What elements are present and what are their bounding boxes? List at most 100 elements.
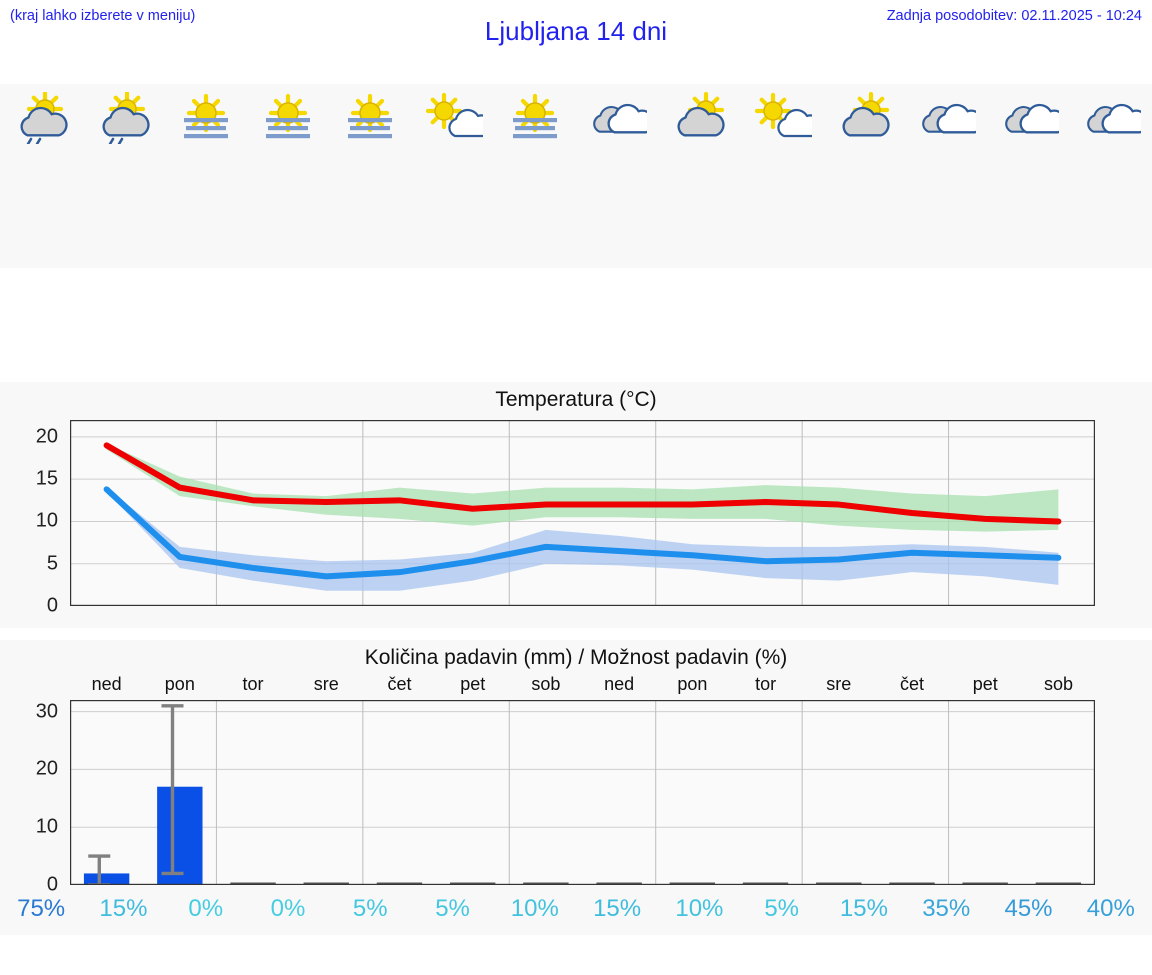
- bar: [962, 882, 1008, 885]
- precipitation-day-label: sob: [531, 674, 561, 694]
- precipitation-probability-row: 75% 15% 0% 0% 5% 5% 10% 15% 10% 5% 15% 35% 45% 40%: [0, 895, 1152, 931]
- last-updated-label: Zadnja posodobitev: 02.11.2025 - 10:24: [886, 8, 1142, 24]
- precipitation-probability: 5%: [764, 895, 800, 922]
- day-column[interactable]: [494, 84, 576, 268]
- day-column[interactable]: [165, 84, 247, 268]
- precipitation-probability: 15%: [593, 895, 642, 922]
- day-column[interactable]: [741, 84, 823, 268]
- bar: [816, 882, 862, 885]
- precipitation-plot: [70, 700, 1095, 885]
- y-axis-tick-label: 20: [35, 425, 58, 448]
- sun-cloud-rain-icon: [93, 90, 153, 146]
- precipitation-day-label: sre: [826, 674, 852, 694]
- bar: [83, 873, 130, 885]
- plot-border: [70, 420, 1095, 606]
- bar: [1035, 882, 1082, 885]
- cloudy-icon: [916, 92, 984, 144]
- day-column[interactable]: [905, 84, 987, 268]
- precipitation-probability: 5%: [435, 895, 470, 922]
- plot-border: [70, 700, 1095, 885]
- y-axis-tick-label: 0: [46, 594, 58, 617]
- bar: [889, 882, 935, 885]
- y-axis-tick-label: 5: [46, 552, 58, 575]
- cloud-sun-icon: [834, 91, 894, 144]
- precipitation-day-label: sob: [1043, 674, 1073, 694]
- series-line: [103, 486, 1062, 580]
- sun-fog-icon: [176, 92, 236, 144]
- precipitation-day-labels: ned pon tor sre čet pet sob ned pon tor sre čet pet s…: [70, 674, 1095, 698]
- precipitation-day-label: pon: [164, 674, 195, 694]
- day-column[interactable]: [1070, 84, 1152, 268]
- uncertainty-band: [106, 443, 1059, 532]
- page-title: Ljubljana 14 dni: [484, 16, 668, 46]
- temperature-y-axis: 0 5 10 15 20: [0, 420, 62, 616]
- series-line: [103, 442, 1062, 525]
- day-column[interactable]: [823, 84, 905, 268]
- uncertainty-band: [106, 487, 1059, 591]
- precipitation-day-label: sre: [313, 674, 339, 694]
- day-column[interactable]: [0, 84, 82, 268]
- daily-forecast-strip: [0, 84, 1152, 268]
- precipitation-day-label: čet: [387, 674, 412, 694]
- precipitation-day-label: ned: [91, 674, 122, 694]
- y-axis-tick-label: 20: [35, 757, 58, 780]
- sun-cloud-icon: [423, 92, 493, 144]
- location-hint: (kraj lahko izberete v meniju): [10, 8, 196, 24]
- y-axis-tick-label: 10: [35, 815, 58, 838]
- cloudy-icon: [1081, 92, 1149, 144]
- bar: [230, 882, 276, 885]
- day-column[interactable]: [411, 84, 493, 268]
- precipitation-y-axis: 0 10 20 30: [0, 700, 62, 895]
- precipitation-probability: 0%: [188, 895, 224, 922]
- precipitation-probability: 15%: [839, 895, 888, 922]
- precipitation-day-label: tor: [242, 674, 264, 694]
- y-axis-tick-label: 0: [46, 873, 58, 896]
- temperature-plot: [70, 420, 1095, 606]
- precipitation-day-label: pet: [460, 674, 486, 694]
- bar: [669, 882, 716, 885]
- precipitation-probability: 35%: [922, 895, 971, 922]
- sun-cloud-icon: [752, 92, 822, 144]
- precipitation-chart-title: Količina padavin (mm) / Možnost padavin …: [364, 646, 788, 669]
- precipitation-probability: 15%: [99, 895, 148, 922]
- precipitation-probability: 10%: [510, 895, 559, 922]
- sun-fog-icon: [505, 92, 565, 144]
- sun-fog-icon: [258, 92, 318, 144]
- day-column[interactable]: [329, 84, 411, 268]
- bar: [157, 786, 203, 885]
- day-column[interactable]: [987, 84, 1069, 268]
- precipitation-day-label: pon: [677, 674, 708, 694]
- y-axis-tick-label: 15: [35, 467, 58, 490]
- y-axis-tick-label: 10: [35, 509, 58, 532]
- day-column[interactable]: [247, 84, 329, 268]
- precipitation-probability: 45%: [1004, 895, 1053, 922]
- precipitation-day-label: ned: [604, 674, 635, 694]
- bar: [742, 882, 789, 885]
- precipitation-probability: 0%: [270, 895, 306, 922]
- precipitation-probability: 75%: [17, 895, 66, 922]
- y-axis-tick-label: 30: [35, 700, 58, 723]
- bar: [303, 882, 349, 885]
- precipitation-day-label: čet: [900, 674, 925, 694]
- bar: [523, 882, 569, 885]
- cloudy-icon: [587, 92, 655, 144]
- cloudy-icon: [999, 92, 1067, 144]
- day-column[interactable]: [658, 84, 740, 268]
- page-header: (kraj lahko izberete v meniju) Ljubljana…: [0, 0, 1152, 60]
- precipitation-probability: 5%: [352, 895, 388, 922]
- bar: [449, 882, 496, 885]
- cloud-sun-icon: [669, 91, 729, 144]
- day-column[interactable]: [576, 84, 658, 268]
- temperature-chart-title: Temperatura (°C): [495, 388, 657, 411]
- precipitation-probability: 10%: [675, 895, 724, 922]
- precipitation-day-label: pet: [972, 674, 998, 694]
- precipitation-chart-panel: Količina padavin (mm) / Možnost padavin …: [0, 640, 1152, 935]
- plot-background: [70, 700, 1095, 885]
- precipitation-probability: 40%: [1086, 895, 1135, 922]
- sun-cloud-rain-icon: [11, 90, 71, 146]
- day-column[interactable]: [82, 84, 164, 268]
- precipitation-day-label: tor: [755, 674, 777, 694]
- bar: [376, 882, 423, 885]
- sun-fog-icon: [340, 92, 400, 144]
